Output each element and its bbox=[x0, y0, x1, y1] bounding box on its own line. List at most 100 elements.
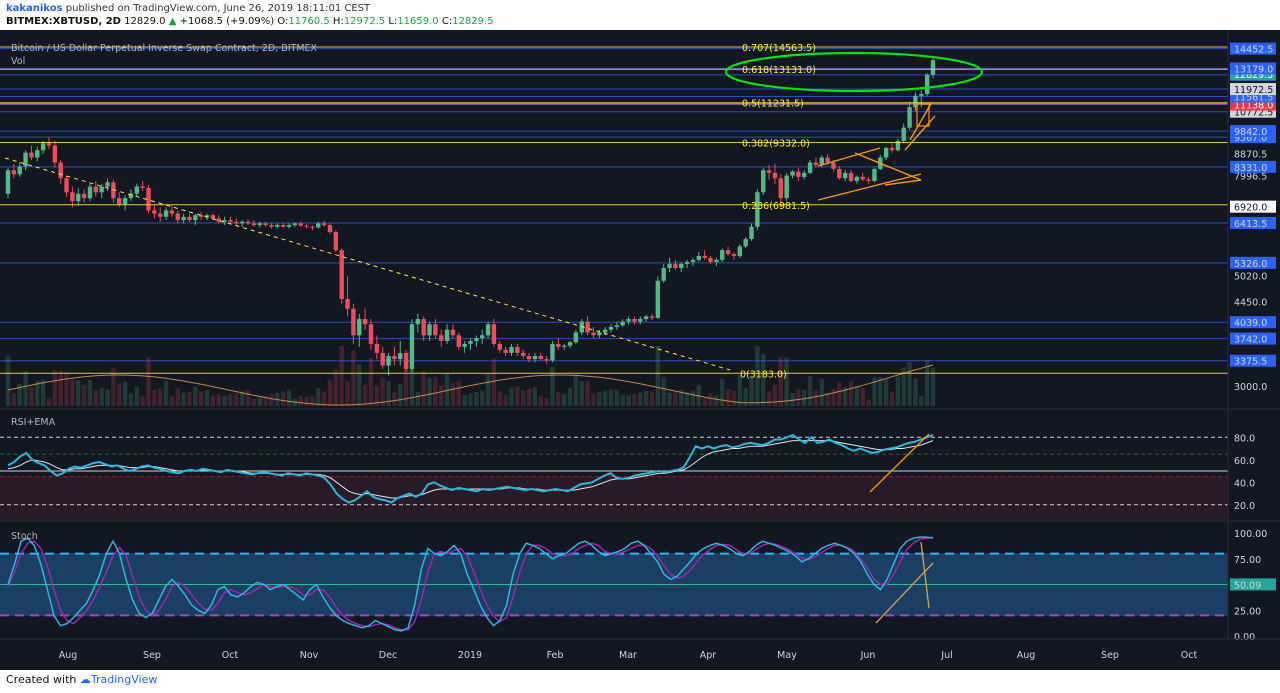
low-value: 11659.0 bbox=[397, 16, 439, 27]
volume-bar bbox=[837, 382, 842, 406]
candle-body bbox=[725, 250, 731, 254]
volume-bar bbox=[679, 389, 684, 406]
volume-bar bbox=[70, 379, 75, 406]
volume-bar bbox=[813, 389, 819, 406]
candles bbox=[5, 57, 936, 376]
price-axis-label: 4039.0 bbox=[1234, 318, 1267, 329]
volume-bar bbox=[228, 394, 233, 406]
stoch-drop-line[interactable] bbox=[920, 541, 930, 609]
stoch-axis-label: 100.00 bbox=[1234, 529, 1267, 540]
price-axis-label: 11561.5 bbox=[1234, 93, 1273, 104]
stoch-trendline[interactable] bbox=[875, 562, 934, 624]
stoch-axis[interactable]: 100.00 75.00 50.09 25.00 0.00 bbox=[1228, 522, 1280, 643]
volume-bar bbox=[556, 392, 561, 406]
stoch-k-line bbox=[7, 536, 934, 632]
volume-bar bbox=[5, 355, 11, 406]
fib-label: 0.707(14563.5) bbox=[742, 43, 816, 54]
tradingview-logo-icon[interactable]: ☁ bbox=[79, 673, 91, 686]
candle-body bbox=[257, 223, 262, 226]
rsi-trendline[interactable] bbox=[869, 433, 930, 493]
time-axis-label: Nov bbox=[300, 650, 319, 661]
triangle-pattern[interactable] bbox=[817, 101, 936, 201]
volume-bar bbox=[860, 387, 865, 406]
target-ellipse-annotation[interactable] bbox=[724, 51, 984, 93]
volume-bar bbox=[480, 390, 485, 406]
candle-body bbox=[790, 171, 795, 176]
volume-bar bbox=[351, 350, 356, 406]
volume-bar bbox=[17, 384, 22, 406]
brand-name[interactable]: TradingView bbox=[90, 673, 158, 686]
candle-body bbox=[708, 257, 713, 262]
price-axis[interactable]: 3000.0 3375.5 3742.0 4039.0 4450.0 5020.0 5326… bbox=[1228, 30, 1280, 408]
volume-bar bbox=[673, 391, 678, 406]
candle-body bbox=[163, 210, 169, 217]
price-axis-level-box bbox=[1230, 256, 1276, 269]
volume-bar bbox=[368, 358, 374, 406]
candle-body bbox=[245, 221, 251, 224]
candle-body bbox=[614, 325, 620, 327]
volume-bar bbox=[731, 390, 737, 406]
volume-bar bbox=[913, 378, 918, 406]
candle-body bbox=[140, 186, 145, 188]
price-axis-level-box bbox=[1230, 354, 1276, 367]
candle-body bbox=[152, 210, 157, 214]
candle-body bbox=[468, 341, 473, 344]
volume-bar bbox=[790, 393, 795, 406]
candle-body bbox=[480, 335, 485, 339]
candle-body bbox=[643, 316, 649, 319]
candle-body bbox=[772, 172, 778, 179]
stoch-axis-label: 25.00 bbox=[1234, 606, 1261, 617]
price-axis-highlight bbox=[1230, 83, 1276, 96]
rsi-axis-label: 20.0 bbox=[1234, 501, 1255, 512]
volume-bar bbox=[667, 392, 672, 406]
volume-bar bbox=[298, 396, 303, 406]
rsi-pane[interactable]: RSI+EMA bbox=[0, 410, 1228, 520]
candle-body bbox=[766, 170, 772, 173]
candle-body bbox=[895, 140, 901, 151]
trendline-dashed[interactable] bbox=[4, 157, 731, 371]
volume-bar bbox=[163, 380, 169, 406]
volume-bar bbox=[761, 354, 766, 406]
stoch-d-line bbox=[7, 536, 934, 631]
candle-body bbox=[731, 253, 737, 256]
volume-bar bbox=[403, 365, 409, 406]
author-name[interactable]: kakanikos bbox=[6, 3, 63, 14]
candle-body bbox=[620, 321, 625, 326]
chart-canvas[interactable]: 0.707(14563.5) 0.618(13131.0) 0.5(11231.5)… bbox=[0, 30, 1280, 670]
volume-bar bbox=[608, 389, 614, 406]
stoch-axis-label: 50.09 bbox=[1234, 580, 1261, 591]
rsi-axis[interactable]: 80.0 60.0 40.0 20.0 bbox=[1228, 410, 1280, 520]
candle-body bbox=[638, 318, 643, 322]
candle-body bbox=[860, 176, 865, 180]
candle-body bbox=[667, 263, 672, 268]
candle-body bbox=[585, 321, 590, 333]
volume-bar bbox=[819, 378, 824, 406]
stoch-pane[interactable]: Stoch bbox=[0, 522, 1228, 638]
price-axis-label: 4450.0 bbox=[1234, 297, 1267, 308]
candle-body bbox=[444, 329, 450, 342]
candle-body bbox=[450, 329, 456, 336]
volume-bar bbox=[169, 396, 175, 406]
price-axis-label: 5020.0 bbox=[1234, 272, 1267, 283]
time-axis[interactable]: Aug Sep Oct Nov Dec 2019 Feb Mar Apr May Jun Jul Aug… bbox=[0, 640, 1280, 670]
candle-body bbox=[720, 250, 725, 260]
candle-body bbox=[333, 231, 339, 251]
candle-body bbox=[520, 352, 526, 357]
candle-body bbox=[679, 263, 684, 268]
rsi-line bbox=[7, 433, 934, 504]
volume-bar bbox=[561, 393, 567, 406]
volume-bar bbox=[515, 386, 520, 406]
volume-bar bbox=[778, 357, 783, 406]
candle-body bbox=[673, 263, 678, 268]
volume-bar bbox=[872, 377, 877, 406]
price-pane[interactable]: 0.707(14563.5) 0.618(13131.0) 0.5(11231.5)… bbox=[0, 30, 1228, 408]
candle-body bbox=[228, 220, 233, 222]
breakout-box[interactable] bbox=[916, 103, 930, 127]
candle-body bbox=[40, 143, 46, 151]
candle-body bbox=[409, 324, 415, 369]
candle-body bbox=[146, 187, 151, 211]
volume-bar bbox=[280, 391, 286, 406]
volume-bar bbox=[532, 387, 538, 406]
candle-body bbox=[111, 182, 116, 199]
candle-body bbox=[11, 170, 17, 175]
